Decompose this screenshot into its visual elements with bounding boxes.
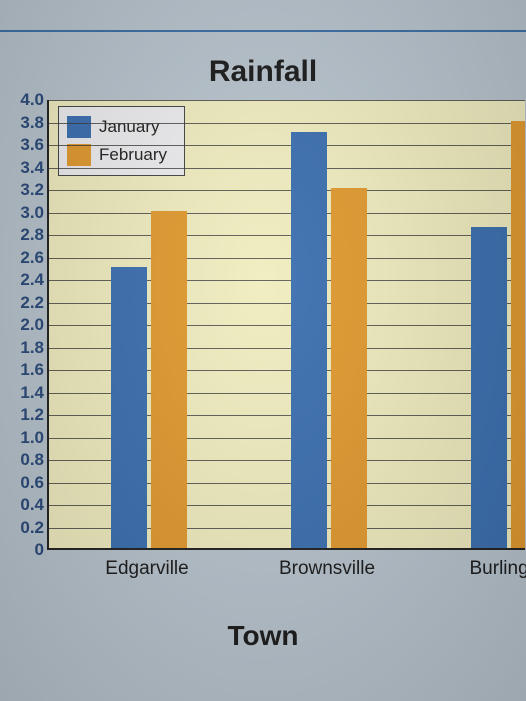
ytick-label: 2.8 (4, 225, 44, 245)
bar-january-burlington (471, 227, 507, 548)
ytick-label: 1.0 (4, 428, 44, 448)
ytick-label: 2.6 (4, 248, 44, 268)
legend-swatch-icon (67, 116, 91, 138)
legend: January February (58, 106, 185, 176)
gridline (49, 145, 525, 146)
chart-title: Rainfall (0, 55, 526, 89)
gridline (49, 190, 525, 191)
legend-row: January (67, 113, 176, 141)
xtick-label: Brownsville (279, 558, 375, 580)
ytick-label: 3.4 (4, 158, 44, 178)
legend-swatch-icon (67, 144, 91, 166)
gridline (49, 123, 525, 124)
ytick-label: 3.6 (4, 135, 44, 155)
plot-area: January February (47, 100, 525, 550)
ytick-label: 2.2 (4, 293, 44, 313)
ytick-label: 3.8 (4, 113, 44, 133)
bar-february-burlington (511, 121, 525, 549)
ytick-label: 1.6 (4, 360, 44, 380)
ytick-label: 2.4 (4, 270, 44, 290)
bar-january-edgarville (111, 267, 147, 548)
ytick-label: 3.2 (4, 180, 44, 200)
xtick-label: Burlingto (470, 558, 526, 580)
ytick-label: 0.6 (4, 473, 44, 493)
ytick-label: 0.2 (4, 518, 44, 538)
top-border-line (0, 30, 526, 32)
gridline (49, 168, 525, 169)
legend-label: January (99, 117, 159, 137)
bar-february-brownsville (331, 188, 367, 548)
ytick-label: 0.8 (4, 450, 44, 470)
gridline (49, 235, 525, 236)
ytick-label: 3.0 (4, 203, 44, 223)
legend-label: February (99, 145, 167, 165)
ytick-label: 1.4 (4, 383, 44, 403)
xtick-label: Edgarville (105, 558, 188, 580)
bar-january-brownsville (291, 132, 327, 548)
gridline (49, 100, 525, 101)
ytick-label: 0 (4, 540, 44, 560)
gridline (49, 258, 525, 259)
gridline (49, 213, 525, 214)
ytick-label: 1.2 (4, 405, 44, 425)
bar-february-edgarville (151, 211, 187, 549)
chart-page: Rainfall January February Town 00.2 0.40.6… (0, 0, 526, 701)
xaxis-title: Town (0, 620, 526, 652)
ytick-label: 0.4 (4, 495, 44, 515)
ytick-label: 2.0 (4, 315, 44, 335)
ytick-label: 4.0 (4, 90, 44, 110)
ytick-label: 1.8 (4, 338, 44, 358)
